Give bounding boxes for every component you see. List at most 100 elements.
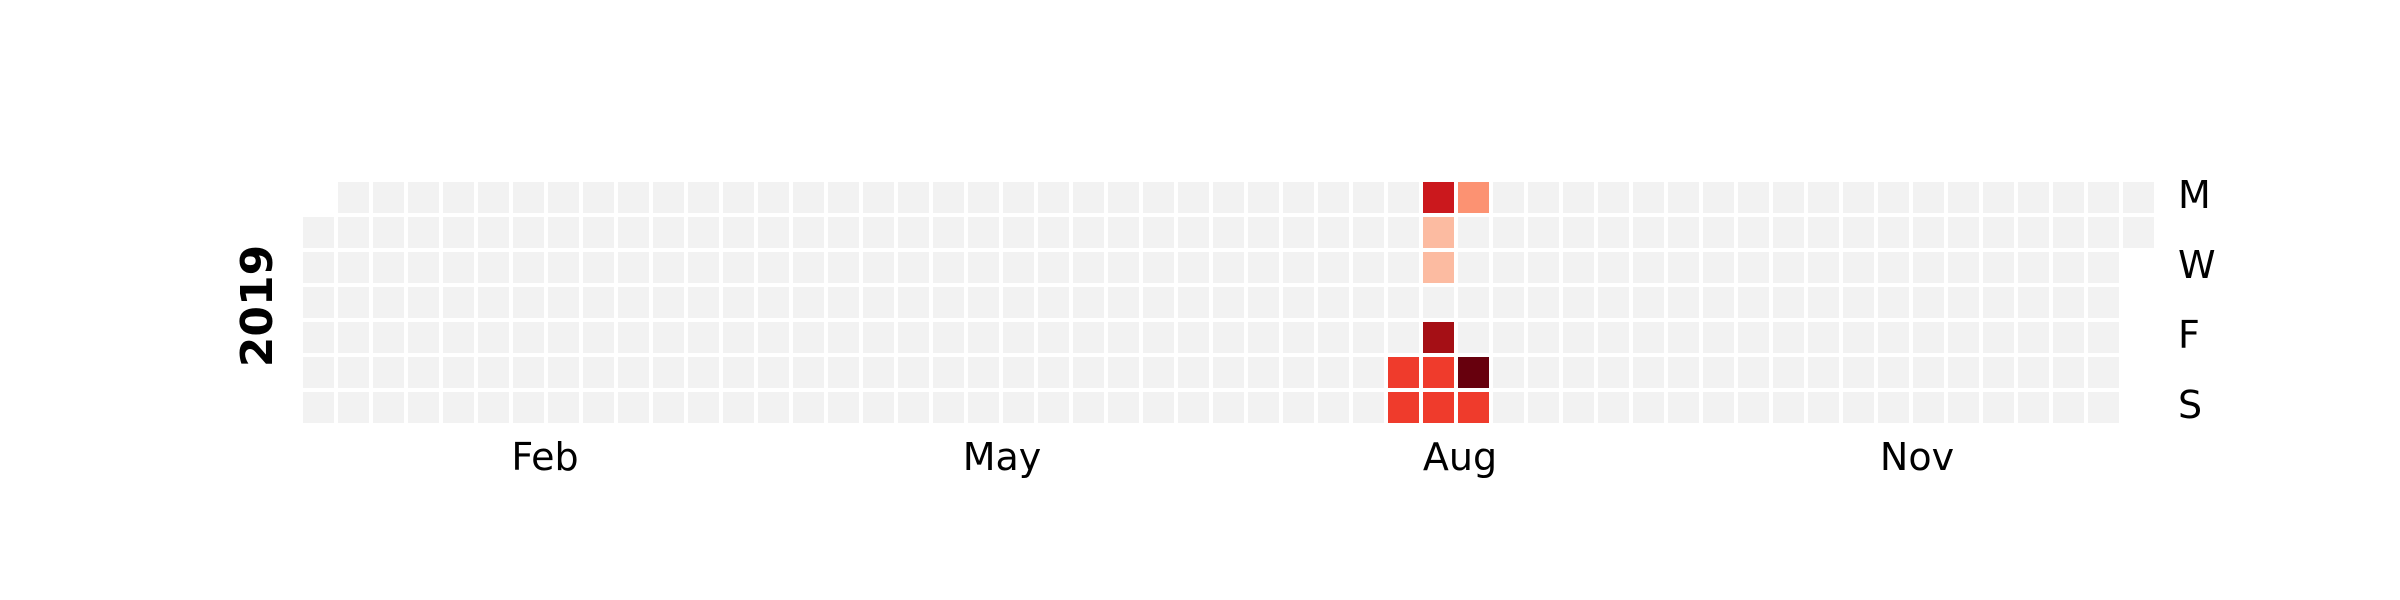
heatmap-cell	[373, 252, 404, 283]
heatmap-cell	[1143, 392, 1174, 423]
heatmap-cell	[968, 217, 999, 248]
heatmap-cell	[1913, 287, 1944, 318]
heatmap-cell	[303, 287, 334, 318]
heatmap-cell	[1038, 287, 1069, 318]
heatmap-cell	[1948, 357, 1979, 388]
heatmap-cell	[1073, 252, 1104, 283]
weekday-label-s: S	[2178, 383, 2202, 427]
heatmap-cell	[2018, 287, 2049, 318]
heatmap-cell	[373, 182, 404, 213]
heatmap-cell	[758, 252, 789, 283]
heatmap-cell	[1528, 322, 1559, 353]
heatmap-cell	[1248, 252, 1279, 283]
heatmap-cell	[968, 322, 999, 353]
heatmap-cell	[1878, 357, 1909, 388]
heatmap-cell	[1738, 217, 1769, 248]
heatmap-cell	[1108, 322, 1139, 353]
heatmap-cell	[443, 392, 474, 423]
heatmap-cell	[653, 182, 684, 213]
heatmap-cell	[2053, 357, 2084, 388]
heatmap-cell	[688, 392, 719, 423]
heatmap-cell	[618, 182, 649, 213]
heatmap-cell	[338, 252, 369, 283]
heatmap-cell	[653, 287, 684, 318]
heatmap-cell	[1178, 252, 1209, 283]
heatmap-cell	[1458, 217, 1489, 248]
heatmap-cell	[1738, 322, 1769, 353]
heatmap-cell	[1633, 322, 1664, 353]
heatmap-cell	[1458, 252, 1489, 283]
heatmap-cell	[373, 217, 404, 248]
heatmap-cell	[1493, 287, 1524, 318]
heatmap-cell	[303, 357, 334, 388]
heatmap-cell	[828, 217, 859, 248]
heatmap-cell	[1353, 392, 1384, 423]
heatmap-cell	[443, 252, 474, 283]
heatmap-cell	[1073, 357, 1104, 388]
heatmap-cell	[1178, 217, 1209, 248]
heatmap-cell	[1283, 182, 1314, 213]
heatmap-cell	[1948, 217, 1979, 248]
heatmap-cell	[478, 287, 509, 318]
heatmap-cell	[653, 252, 684, 283]
heatmap-cell	[1843, 322, 1874, 353]
heatmap-cell	[338, 392, 369, 423]
heatmap-cell	[2053, 287, 2084, 318]
heatmap-cell	[863, 217, 894, 248]
heatmap-cell	[1773, 217, 1804, 248]
heatmap-cell	[548, 322, 579, 353]
heatmap-cell	[1563, 287, 1594, 318]
heatmap-cell	[408, 182, 439, 213]
heatmap-cell	[303, 322, 334, 353]
heatmap-cell	[2088, 357, 2119, 388]
heatmap-cell	[1178, 287, 1209, 318]
heatmap-cell	[898, 252, 929, 283]
heatmap-cell	[408, 322, 439, 353]
heatmap-cell	[898, 217, 929, 248]
heatmap-cell	[1493, 392, 1524, 423]
heatmap-cell	[373, 322, 404, 353]
heatmap-cell	[338, 287, 369, 318]
heatmap-cell	[1808, 182, 1839, 213]
heatmap-cell	[1633, 392, 1664, 423]
heatmap-cell	[1633, 252, 1664, 283]
heatmap-cell	[1948, 252, 1979, 283]
heatmap-cell	[583, 357, 614, 388]
heatmap-cell	[1948, 392, 1979, 423]
heatmap-cell	[1493, 357, 1524, 388]
heatmap-cell	[1038, 182, 1069, 213]
heatmap-cell	[968, 182, 999, 213]
heatmap-cell	[2088, 287, 2119, 318]
heatmap-cell	[1038, 392, 1069, 423]
heatmap-cell	[2088, 322, 2119, 353]
heatmap-cell	[2018, 357, 2049, 388]
heatmap-cell	[1353, 357, 1384, 388]
heatmap-cell	[1668, 252, 1699, 283]
heatmap-cell	[1143, 322, 1174, 353]
heatmap-cell	[1983, 357, 2014, 388]
heatmap-cell	[1983, 182, 2014, 213]
heatmap-cell	[1633, 357, 1664, 388]
heatmap-cell	[443, 322, 474, 353]
heatmap-cell	[1388, 287, 1419, 318]
heatmap-cell	[1038, 322, 1069, 353]
heatmap-cell	[1353, 322, 1384, 353]
heatmap-cell	[1318, 182, 1349, 213]
heatmap-cell	[688, 287, 719, 318]
heatmap-cell	[1843, 287, 1874, 318]
heatmap-cell	[1843, 252, 1874, 283]
heatmap-cell	[1003, 322, 1034, 353]
month-labels: Feb May Aug Nov	[511, 435, 1954, 479]
heatmap-cell	[1948, 287, 1979, 318]
heatmap-cell	[1703, 252, 1734, 283]
heatmap-cell	[1563, 392, 1594, 423]
heatmap-cell	[478, 252, 509, 283]
heatmap-cell	[1773, 322, 1804, 353]
heatmap-cell	[1038, 217, 1069, 248]
heatmap-cell	[1598, 322, 1629, 353]
heatmap-cell	[1213, 217, 1244, 248]
heatmap-cell	[1108, 392, 1139, 423]
weekday-label-m: M	[2178, 173, 2211, 217]
heatmap-cell	[1213, 322, 1244, 353]
heatmap-cell	[1843, 217, 1874, 248]
